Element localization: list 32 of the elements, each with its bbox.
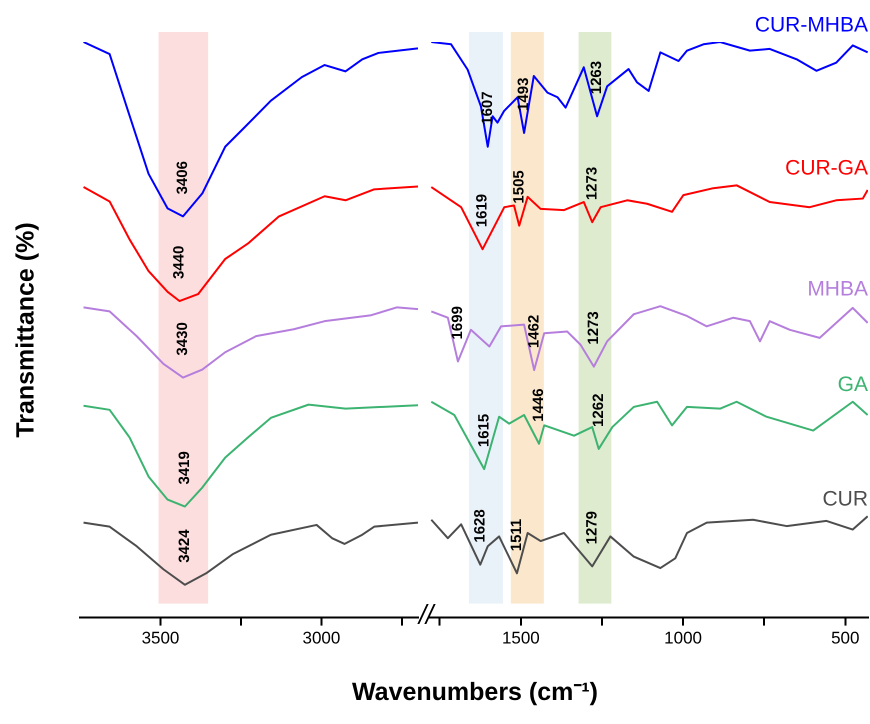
annotation: 3440 [170, 246, 188, 280]
annotation: 1279 [583, 510, 600, 544]
annotation: 1493 [515, 78, 532, 111]
annotation: 1628 [471, 509, 488, 543]
annotation: 1462 [525, 314, 542, 348]
annotation: 1446 [530, 388, 548, 422]
annotation: 3419 [176, 451, 194, 485]
annotation: 1505 [510, 170, 528, 204]
annotation: 3430 [174, 322, 192, 356]
x-tick-label: 1000 [664, 628, 702, 648]
x-tick-label: 3000 [302, 628, 340, 648]
x-tick-label: 1500 [502, 628, 540, 648]
annotation: 1511 [508, 518, 526, 552]
series-label: CUR-GA [785, 156, 868, 180]
series-label: CUR-MHBA [754, 13, 868, 36]
series-label: GA [838, 373, 868, 396]
annotation: 1619 [474, 194, 491, 228]
annotation: 1699 [449, 306, 466, 340]
annotation: 1615 [475, 414, 492, 448]
annotation: 3424 [176, 528, 194, 563]
annotation: 1263 [588, 60, 606, 94]
series-label: CUR [822, 488, 868, 511]
annotation: 1273 [583, 166, 600, 200]
x-tick-label: 3500 [142, 628, 180, 648]
annotation: 1607 [478, 91, 496, 125]
x-tick-label: 500 [831, 628, 860, 648]
annotation: 3406 [174, 161, 192, 194]
x-axis-title: Wavenumbers (cm⁻¹) [352, 677, 598, 707]
annotation: 1273 [584, 311, 602, 345]
series-label: MHBA [807, 277, 868, 300]
annotation: 1262 [590, 394, 607, 427]
y-axis-title: Transmittance (%) [12, 222, 40, 438]
